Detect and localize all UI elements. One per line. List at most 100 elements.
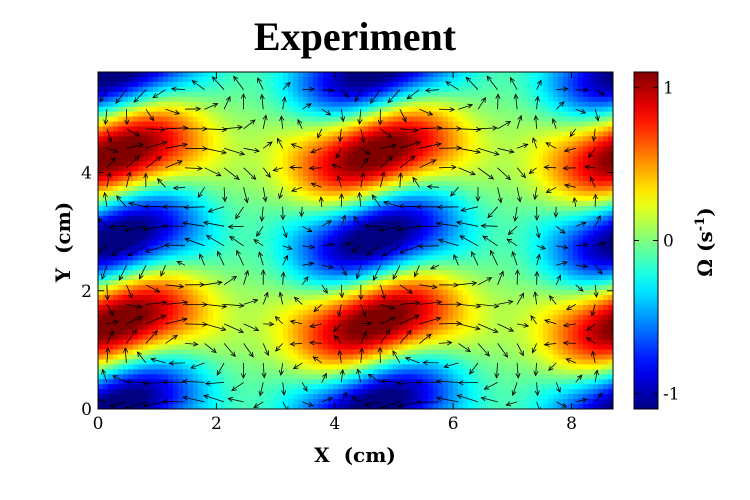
heatmap-cell (353, 354, 359, 361)
heatmap-cell (208, 101, 214, 108)
heatmap-cell (318, 349, 324, 356)
heatmap-cell (183, 309, 189, 316)
heatmap-cell (328, 116, 334, 123)
heatmap-cell (288, 215, 294, 222)
heatmap-cell (453, 344, 459, 351)
heatmap-cell (323, 76, 329, 83)
heatmap-cell (238, 136, 244, 142)
heatmap-cell (438, 225, 444, 232)
heatmap-cell (413, 384, 419, 390)
heatmap-cell (158, 181, 164, 187)
heatmap-cell (258, 76, 264, 83)
heatmap-cell (288, 91, 294, 98)
heatmap-cell (358, 156, 364, 162)
heatmap-cell (353, 200, 359, 207)
heatmap-cell (108, 354, 114, 361)
heatmap-cell (393, 399, 399, 405)
heatmap-cell (408, 314, 414, 321)
heatmap-cell (143, 146, 149, 152)
heatmap-cell (103, 106, 109, 113)
heatmap-cell (403, 260, 409, 266)
heatmap-cell (458, 329, 464, 336)
heatmap-cell (288, 195, 294, 202)
heatmap-cell (443, 314, 449, 321)
heatmap-cell (428, 161, 434, 167)
heatmap-cell (163, 190, 169, 197)
heatmap-cell (368, 265, 374, 271)
heatmap-cell (173, 359, 179, 365)
heatmap-cell (373, 299, 379, 306)
heatmap-cell (273, 185, 279, 192)
heatmap-cell (378, 260, 384, 266)
heatmap-cell (268, 250, 274, 256)
heatmap-cell (208, 314, 214, 321)
heatmap-cell (298, 185, 304, 192)
heatmap-cell (148, 141, 154, 147)
heatmap-cell (423, 334, 429, 341)
heatmap-cell (258, 245, 264, 252)
heatmap-cell (303, 354, 309, 361)
heatmap-cell (188, 225, 194, 232)
heatmap-cell (393, 181, 399, 187)
heatmap-cell (408, 255, 414, 261)
heatmap-cell (343, 116, 349, 123)
heatmap-cell (168, 81, 174, 88)
heatmap-cell (438, 295, 444, 301)
heatmap-cell (98, 146, 104, 152)
heatmap-cell (218, 245, 224, 252)
heatmap-cell (283, 81, 289, 88)
heatmap-cell (278, 299, 284, 306)
heatmap-cell (108, 185, 114, 192)
heatmap-cell (368, 270, 374, 276)
heatmap-cell (338, 324, 344, 331)
heatmap-cell (438, 185, 444, 192)
heatmap-cell (218, 86, 224, 93)
heatmap-cell (103, 101, 109, 108)
heatmap-cell (168, 364, 174, 370)
heatmap-cell (143, 245, 149, 252)
heatmap-cell (318, 76, 324, 83)
heatmap-cell (193, 304, 199, 311)
heatmap-cell (153, 151, 159, 157)
heatmap-cell (413, 250, 419, 256)
heatmap-cell (363, 270, 369, 276)
heatmap-cell (403, 319, 409, 326)
heatmap-cell (108, 156, 114, 162)
heatmap-cell (433, 166, 439, 172)
heatmap-cell (398, 344, 404, 351)
heatmap-cell (273, 275, 279, 281)
heatmap-cell (358, 374, 364, 380)
heatmap-cell (183, 215, 189, 222)
heatmap-cell (103, 215, 109, 222)
heatmap-cell (423, 76, 429, 83)
heatmap-cell (373, 101, 379, 108)
heatmap-cell (133, 141, 139, 147)
heatmap-cell (148, 205, 154, 212)
heatmap-cell (183, 195, 189, 202)
heatmap-cell (173, 349, 179, 356)
heatmap-cell (233, 141, 239, 147)
heatmap-cell (323, 255, 329, 261)
heatmap-cell (183, 230, 189, 237)
heatmap-cell (323, 304, 329, 311)
heatmap-cell (368, 190, 374, 197)
heatmap-cell (158, 399, 164, 405)
heatmap-cell (158, 205, 164, 212)
heatmap-cell (188, 290, 194, 296)
heatmap-cell (118, 235, 124, 242)
heatmap-cell (333, 399, 339, 405)
heatmap-cell (298, 131, 304, 138)
heatmap-cell (203, 215, 209, 222)
heatmap-cell (328, 151, 334, 157)
heatmap-cell (248, 181, 254, 187)
heatmap-cell (353, 176, 359, 182)
heatmap-cell (383, 280, 389, 286)
heatmap-cell (233, 354, 239, 361)
heatmap-cell (128, 215, 134, 222)
heatmap-cell (163, 240, 169, 247)
heatmap-cell (203, 304, 209, 311)
heatmap-cell (358, 245, 364, 252)
heatmap-cell (118, 245, 124, 252)
heatmap-cell (123, 106, 129, 113)
heatmap-cell (393, 285, 399, 291)
